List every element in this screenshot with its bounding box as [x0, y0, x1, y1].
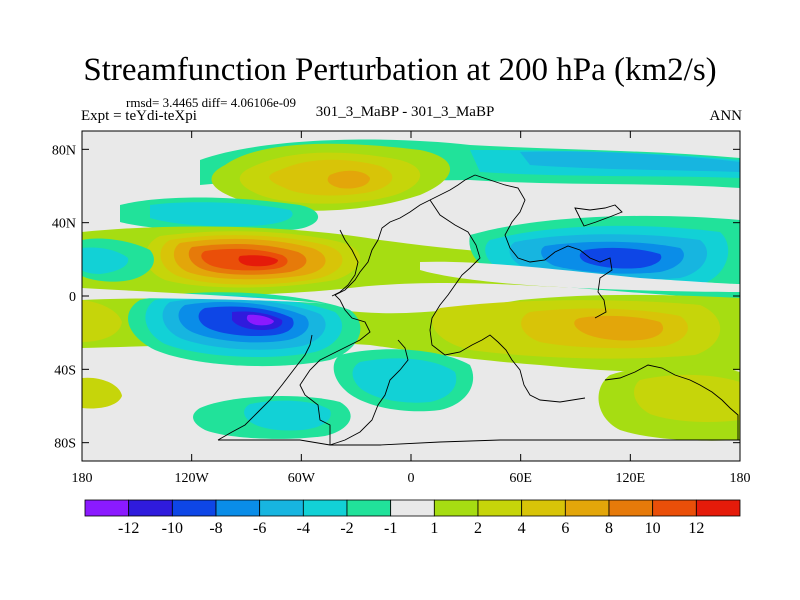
coast-east-asia — [574, 204, 623, 227]
eq-light-gap — [82, 288, 330, 304]
colorbar-swatch-4 — [259, 499, 304, 517]
x-tick-label-2: 60W — [288, 471, 316, 486]
axis-layer: 180 120W 60W 0 60E 120E 180 80N 40N 0 40S 80S — [52, 131, 751, 486]
colorbar-label-6: -1 — [384, 520, 397, 537]
center-subtitle: 301_3_MaBP - 301_3_MaBP — [315, 104, 495, 120]
x-tick-label-4: 60E — [509, 471, 532, 486]
colorbar-swatch-13 — [652, 499, 697, 517]
coast-na-west — [331, 229, 359, 297]
colorbar-label-1: -10 — [162, 520, 183, 537]
sh-west-yellow — [82, 300, 122, 342]
colorbar-label-12: 10 — [645, 520, 661, 537]
colorbar-label-13: 12 — [688, 520, 704, 537]
colorbar-label-0: -12 — [118, 520, 139, 537]
colorbar-label-4: -4 — [297, 520, 310, 537]
right-subtitle: ANN — [709, 108, 743, 124]
wpac-cyan — [82, 247, 129, 274]
x-tick-label-1: 120W — [175, 471, 210, 486]
coast-africa — [429, 199, 586, 403]
nh-high-l5 — [238, 255, 278, 267]
colorbar-swatch-9 — [477, 499, 523, 517]
contour-field — [82, 139, 740, 441]
x-tick-label-5: 120E — [616, 471, 646, 486]
colorbar-label-10: 6 — [561, 520, 569, 537]
so-yellow-west — [82, 377, 122, 409]
asia-l4 — [579, 247, 662, 269]
colorbar-swatch-11 — [564, 499, 610, 517]
colorbar-label-8: 2 — [474, 520, 482, 537]
coast-asia — [474, 174, 613, 319]
satl-cyan — [352, 358, 457, 403]
coast-australia — [604, 364, 739, 440]
arctic-peak — [327, 170, 370, 189]
x-tick-label-6: 180 — [730, 471, 751, 486]
so-cyan-west — [244, 400, 331, 431]
colorbar: -12 -10 -8 -6 -4 -2 -1 1 2 4 6 8 10 12 — [84, 499, 741, 537]
colorbar-swatch-1 — [128, 499, 173, 517]
x-tick-label-0: 180 — [72, 471, 93, 486]
stats-text: rmsd= 3.4465 diff= 4.06106e-09 — [126, 95, 297, 110]
y-tick-label-4: 80S — [54, 437, 76, 452]
spac-l6 — [246, 314, 274, 326]
colorbar-swatch-3 — [215, 499, 261, 517]
colorbar-label-5: -2 — [340, 520, 353, 537]
coast-antarctica — [218, 439, 740, 446]
coast-sa-west — [217, 334, 313, 441]
colorbar-label-3: -6 — [253, 520, 266, 537]
colorbar-label-9: 4 — [518, 520, 526, 537]
chart-title: Streamfunction Perturbation at 200 hPa (… — [83, 52, 717, 88]
colorbar-label-7: 1 — [430, 520, 438, 537]
x-tick-label-3: 0 — [408, 471, 415, 486]
so-yellow-east — [634, 374, 740, 422]
y-tick-label-1: 40N — [52, 217, 76, 232]
colorbar-swatch-6 — [346, 499, 392, 517]
colorbar-swatch-8 — [433, 499, 479, 517]
colorbar-swatch-5 — [302, 499, 348, 517]
colorbar-label-2: -8 — [209, 520, 222, 537]
sh-ind-peak — [574, 315, 664, 341]
band-north-cyan2 — [520, 151, 740, 172]
y-tick-label-3: 40S — [54, 363, 76, 378]
y-tick-label-0: 80N — [52, 143, 76, 158]
colorbar-swatch-14 — [695, 499, 741, 517]
colorbar-swatch-10 — [521, 499, 566, 517]
colorbar-swatch-2 — [171, 499, 217, 517]
coast-sa-east — [329, 339, 409, 446]
y-tick-label-2: 0 — [69, 290, 76, 305]
nh-band-light — [420, 261, 740, 292]
left-subtitle: Expt = teYdi-teXpi — [81, 108, 197, 124]
north-cyan-patch2 — [150, 202, 293, 227]
colorbar-swatch-7 — [390, 499, 435, 517]
colorbar-swatch-0 — [84, 499, 130, 517]
coastlines — [217, 174, 740, 446]
colorbar-label-11: 8 — [605, 520, 613, 537]
colorbar-swatch-12 — [608, 499, 654, 517]
